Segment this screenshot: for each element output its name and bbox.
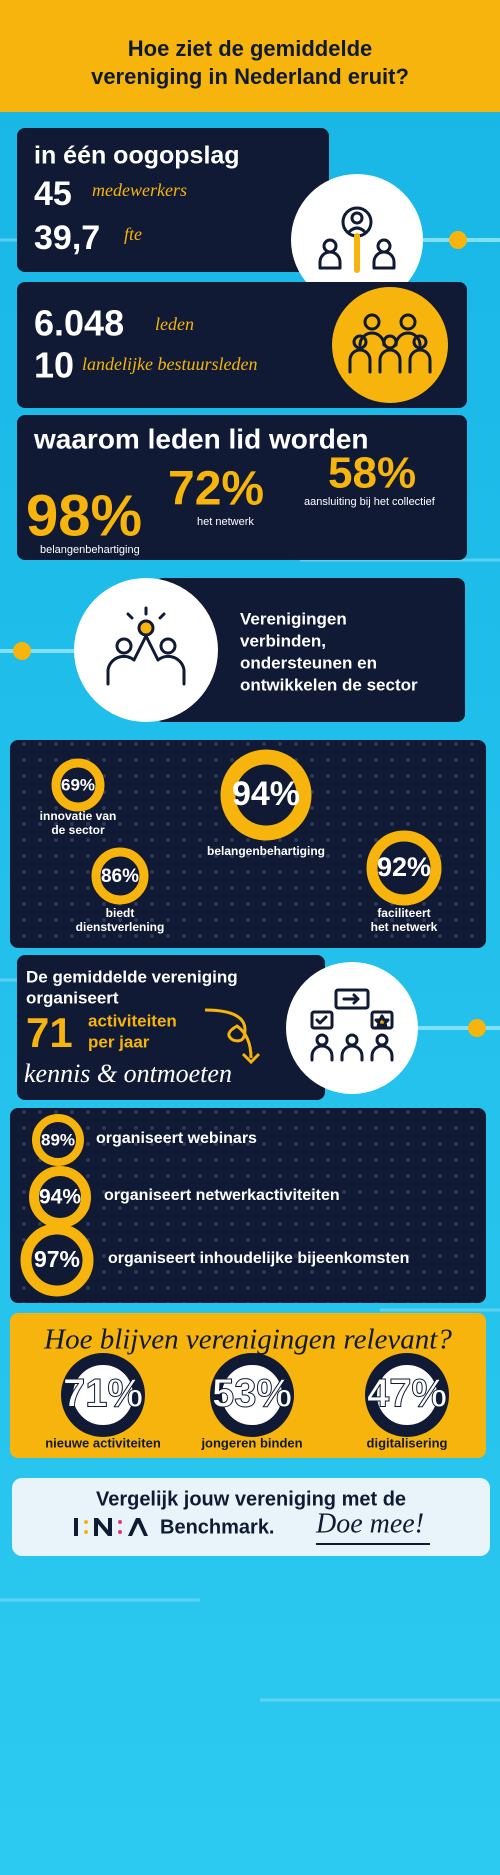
ring-value: 47% [367, 1372, 447, 1416]
ring-value: 92% [377, 852, 431, 882]
panel-title: in één oogopslag [34, 142, 240, 170]
ring [51, 758, 105, 812]
panel [17, 128, 329, 272]
ring-value: 53% [212, 1372, 292, 1416]
ring [91, 847, 149, 905]
mission-line: Verenigingen [240, 609, 347, 628]
footer-line: Vergelijk jouw vereniging met de [96, 1488, 406, 1510]
icon-people-search [318, 206, 396, 273]
icon-circle [286, 962, 418, 1094]
mission-line: ondersteunen en [240, 653, 377, 672]
ring [210, 1353, 294, 1437]
ring-value: 94% [39, 1186, 81, 1209]
stat-value: 71 [26, 1009, 73, 1056]
ring-label: belangenbehartiging [207, 844, 325, 858]
ring [20, 1223, 94, 1297]
ring-label: het netwerk [371, 920, 438, 934]
ring [61, 1353, 145, 1437]
percentage-label: aansluiting bij het collectief [304, 496, 436, 508]
ring [365, 1353, 449, 1437]
dot [13, 642, 31, 660]
footer-panel [12, 1478, 490, 1556]
stat-value: 45 [34, 175, 72, 213]
stat-label: fte [124, 224, 142, 244]
icon-circle [332, 287, 448, 403]
stat-label: per jaar [88, 1032, 150, 1051]
percentage: 72% [168, 463, 264, 516]
icon-group [348, 313, 432, 374]
panel-title: De gemiddelde vereniging [26, 967, 238, 986]
ring-value: 89% [41, 1130, 75, 1149]
icon-circle [74, 578, 218, 722]
ring-label: dienstverlening [76, 920, 165, 934]
percentage-label: belangenbehartiging [40, 544, 140, 556]
header-band [0, 0, 500, 112]
dot [449, 231, 467, 249]
footer-brand: Benchmark. [160, 1516, 275, 1538]
ring-label: digitalisering [367, 1435, 448, 1450]
ring-value: 97% [34, 1246, 80, 1272]
ring-label: organiseert inhoudelijke bijeenkomsten [108, 1250, 409, 1267]
ring-value: 69% [61, 775, 95, 794]
relevance: 71% nieuwe activiteiten 53% jongeren binden… [45, 1353, 449, 1450]
stat-value: 6.048 [34, 303, 124, 344]
panel [17, 415, 467, 560]
ring [220, 749, 312, 841]
ring [29, 1166, 91, 1228]
ring-label: biedt [106, 906, 135, 920]
stat-label: leden [155, 314, 194, 334]
arrow [241, 1052, 261, 1065]
percentage-label: het netwerk [197, 516, 254, 528]
stat-label: landelijke bestuursleden [82, 354, 257, 374]
ring [32, 1114, 84, 1166]
arrow [204, 1008, 253, 1059]
panel-title: organiseert [26, 988, 119, 1007]
ring-value: 94% [232, 775, 300, 813]
stat-label: activiteiten [88, 1011, 177, 1030]
dot [468, 1019, 486, 1037]
stat-value: 10 [34, 345, 74, 386]
organises: 89% organiseert webinars 94% organiseert ne… [20, 1114, 409, 1297]
logo [74, 1518, 148, 1536]
ring [366, 830, 442, 906]
ring-value: 86% [101, 866, 139, 887]
percentage: 98% [26, 483, 142, 548]
mission-line: ontwikkelen de sector [240, 675, 418, 694]
mission-line: verbinden, [240, 631, 326, 650]
stat-label: medewerkers [92, 180, 187, 200]
header-title: Hoe ziet de gemiddelde [128, 36, 373, 61]
footer-cta[interactable]: Doe mee! [315, 1508, 424, 1539]
panel-title: Hoe blijven verenigingen relevant? [43, 1324, 452, 1356]
ring-label: nieuwe activiteiten [45, 1435, 161, 1450]
icon-meeting [310, 988, 394, 1062]
panel [155, 578, 465, 722]
ring-label: innovatie van [40, 809, 117, 823]
panel-title: waarom leden lid worden [33, 423, 369, 454]
panel [17, 955, 325, 1100]
tagline: kennis & ontmoeten [24, 1059, 232, 1088]
ring-value: 71% [63, 1372, 143, 1416]
ring-label: jongeren binden [200, 1435, 302, 1450]
stat-value: 39,7 [34, 219, 100, 257]
dot-pattern [10, 1108, 486, 1303]
header-title: vereniging in Nederland eruit? [91, 64, 409, 89]
ring-label: organiseert netwerkactiviteiten [104, 1187, 340, 1204]
icon-connect [106, 606, 186, 686]
ring-label: organiseert webinars [96, 1130, 257, 1147]
percentage: 58% [328, 449, 416, 498]
ring-label: faciliteert [377, 906, 430, 920]
ring-label: de sector [51, 823, 105, 837]
